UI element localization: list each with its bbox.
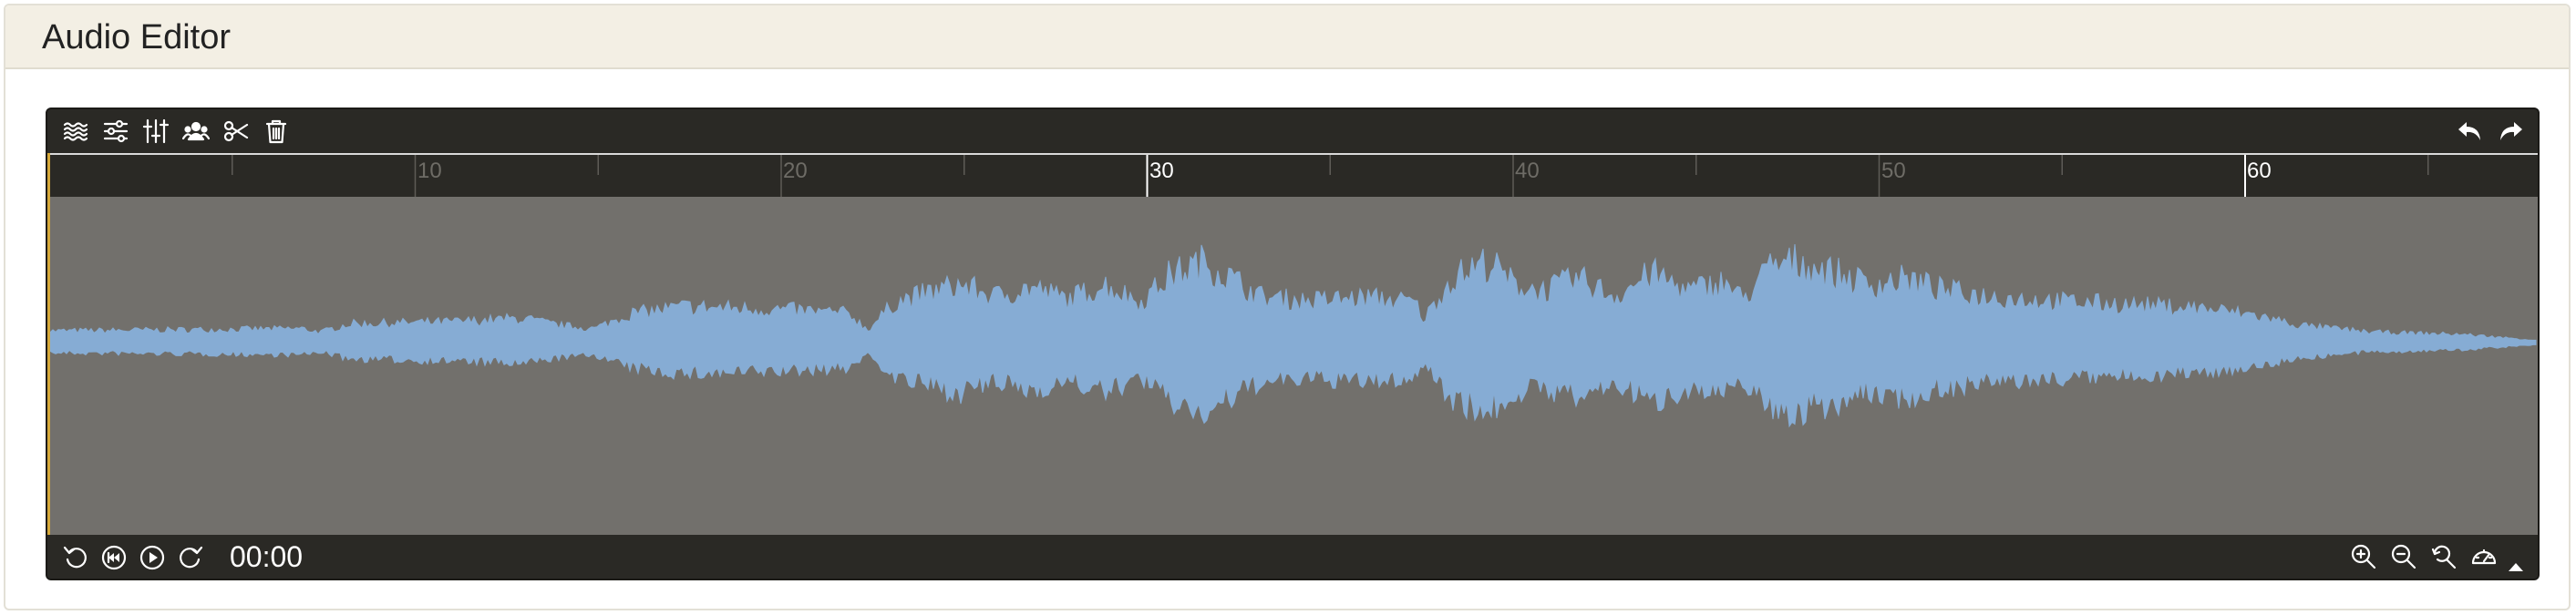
- zoom-in-icon: [2351, 544, 2376, 569]
- ruler-label: 10: [417, 159, 442, 183]
- zoom-reset-button[interactable]: [2428, 540, 2459, 573]
- skip-back-button[interactable]: [98, 541, 129, 574]
- sliders-vertical-icon: [142, 118, 170, 144]
- ruler-label: 40: [1515, 159, 1540, 183]
- scissors-icon: [223, 120, 249, 142]
- rewind-button[interactable]: [60, 541, 91, 574]
- speed-gauge-icon: [2471, 548, 2497, 565]
- forward-icon: [180, 546, 203, 568]
- panel-title: Audio Editor: [42, 18, 232, 56]
- waveform-layers-button[interactable]: [60, 115, 91, 148]
- trash-button[interactable]: [261, 115, 292, 148]
- play-icon: [139, 545, 165, 569]
- sliders-horizontal-button[interactable]: [100, 115, 131, 148]
- waveform: [47, 243, 2537, 428]
- redo-button[interactable]: [2496, 115, 2527, 148]
- waveform-track[interactable]: [47, 197, 2538, 535]
- ruler-label: 50: [1881, 159, 1906, 183]
- redo-icon: [2500, 122, 2522, 140]
- ruler-label: 60: [2247, 159, 2272, 183]
- forward-button[interactable]: [175, 541, 206, 574]
- undo-button[interactable]: [2454, 115, 2485, 148]
- timeline-ruler[interactable]: 10 20 30 40 50 60: [47, 153, 2538, 197]
- undo-icon: [2458, 122, 2480, 140]
- trash-icon: [265, 119, 287, 144]
- users-button[interactable]: [180, 115, 211, 148]
- waveform-editor: 10 20 30 40 50 60: [46, 108, 2540, 580]
- zoom-reset-icon: [2431, 545, 2457, 569]
- skip-back-icon: [101, 545, 127, 569]
- rewind-icon: [63, 546, 87, 568]
- transport-bar: 00:00: [47, 535, 2538, 579]
- sliders-horizontal-icon: [103, 119, 129, 143]
- expand-caret-icon[interactable]: [2509, 562, 2523, 571]
- ruler-label: 30: [1149, 159, 1174, 183]
- speed-gauge-button[interactable]: [2468, 540, 2499, 573]
- audio-editor-panel: Audio Editor: [4, 4, 2571, 610]
- time-readout: 00:00: [230, 540, 304, 573]
- zoom-out-icon: [2391, 544, 2416, 569]
- sliders-vertical-button[interactable]: [140, 115, 171, 148]
- scissors-button[interactable]: [221, 115, 252, 148]
- play-button[interactable]: [137, 541, 168, 574]
- waveform-layers-icon: [63, 122, 88, 141]
- playhead-cursor[interactable]: [47, 153, 50, 535]
- zoom-in-button[interactable]: [2348, 540, 2379, 573]
- ruler-label: 20: [783, 159, 808, 183]
- panel-header: Audio Editor: [5, 5, 2569, 69]
- users-icon: [182, 121, 210, 141]
- waveform-shape: [47, 243, 2537, 428]
- editor-toolbar: [47, 109, 2538, 153]
- zoom-out-button[interactable]: [2388, 540, 2419, 573]
